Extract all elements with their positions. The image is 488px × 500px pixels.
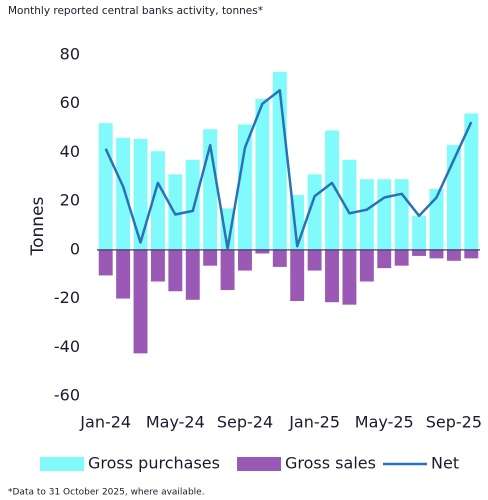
bar bbox=[255, 98, 270, 250]
bar bbox=[394, 179, 409, 250]
bar bbox=[412, 215, 427, 250]
legend-label: Gross purchases bbox=[88, 454, 220, 473]
legend-swatch bbox=[40, 457, 84, 471]
bar bbox=[98, 249, 113, 276]
bar bbox=[429, 249, 444, 259]
bar bbox=[203, 249, 218, 266]
chart-title: Monthly reported central banks activity,… bbox=[8, 5, 263, 17]
footnote: *Data to 31 October 2025, where availabl… bbox=[8, 488, 205, 498]
bar bbox=[446, 145, 461, 250]
bar bbox=[290, 249, 305, 302]
y-tick-label: 60 bbox=[60, 93, 80, 112]
x-tick-label: Jan-25 bbox=[288, 413, 340, 432]
bar bbox=[325, 249, 339, 303]
bar bbox=[377, 249, 392, 269]
bar bbox=[116, 249, 131, 299]
bar bbox=[429, 188, 444, 250]
legend-label: Gross sales bbox=[285, 454, 376, 473]
y-axis-title: Tonnes bbox=[28, 196, 48, 256]
bar bbox=[307, 249, 322, 271]
y-tick-label: 40 bbox=[60, 142, 80, 161]
x-tick-label: May-24 bbox=[146, 413, 205, 432]
bar bbox=[359, 249, 374, 282]
y-tick-label: 80 bbox=[60, 45, 80, 64]
bar bbox=[133, 139, 148, 250]
legend-label: Net bbox=[431, 454, 459, 473]
bar bbox=[464, 249, 479, 259]
bar bbox=[150, 249, 165, 282]
x-tick-label: Jan-24 bbox=[79, 413, 131, 432]
bar bbox=[377, 179, 392, 250]
bar bbox=[412, 249, 427, 256]
bar bbox=[220, 208, 235, 250]
bar bbox=[238, 124, 252, 250]
line bbox=[104, 89, 473, 250]
bar bbox=[325, 130, 339, 250]
bar bbox=[394, 249, 409, 266]
bar bbox=[446, 249, 461, 261]
bar bbox=[133, 249, 148, 354]
y-tick-label: 0 bbox=[70, 239, 80, 258]
bar bbox=[185, 159, 200, 250]
bar bbox=[464, 113, 479, 250]
x-tick-label: Sep-25 bbox=[426, 413, 482, 432]
bar bbox=[116, 137, 131, 250]
x-tick-label: May-25 bbox=[355, 413, 414, 432]
bar bbox=[272, 249, 287, 267]
y-tick-label: -60 bbox=[54, 386, 80, 405]
bar bbox=[150, 151, 165, 250]
bar bbox=[359, 179, 374, 250]
x-tick-label: Sep-24 bbox=[217, 413, 273, 432]
bar bbox=[168, 249, 183, 292]
bar bbox=[342, 249, 357, 305]
bar bbox=[220, 249, 235, 291]
bar bbox=[98, 123, 113, 250]
legend-swatch bbox=[237, 457, 281, 471]
bar bbox=[185, 249, 200, 300]
bar bbox=[342, 159, 357, 250]
bar bbox=[238, 249, 252, 271]
bar bbox=[255, 249, 270, 254]
y-tick-label: 20 bbox=[60, 191, 80, 210]
y-tick-label: -20 bbox=[54, 288, 80, 307]
y-tick-label: -40 bbox=[54, 337, 80, 356]
